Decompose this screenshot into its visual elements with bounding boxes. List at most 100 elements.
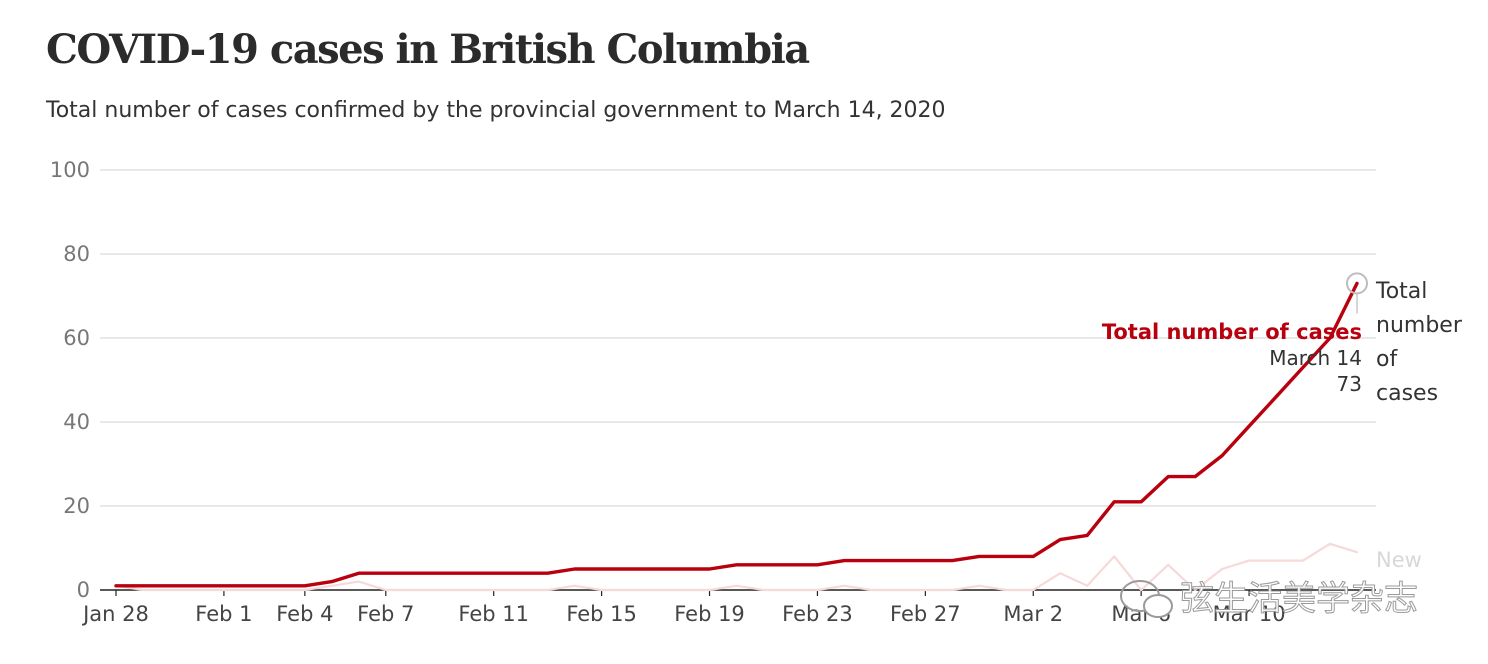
- new-cases-point: [788, 588, 792, 592]
- new-cases-point: [249, 588, 253, 592]
- total-cases-point: [654, 567, 658, 571]
- total-cases-point: [788, 563, 792, 567]
- new-cases-point: [842, 584, 846, 588]
- total-cases-point: [896, 559, 900, 563]
- chart-subtitle: Total number of cases confirmed by the p…: [46, 98, 946, 123]
- total-cases-point: [923, 559, 927, 563]
- legend-total-word-2: number: [1376, 313, 1463, 338]
- new-cases-point: [1139, 588, 1143, 592]
- last-point-marker: [1346, 272, 1368, 314]
- total-cases-point: [330, 580, 334, 584]
- total-cases-point: [1031, 554, 1035, 558]
- new-cases-point: [1301, 559, 1305, 563]
- total-cases-point: [708, 567, 712, 571]
- new-cases-point: [1031, 588, 1035, 592]
- new-cases-line: [114, 542, 1359, 592]
- total-cases-point: [950, 559, 954, 563]
- total-cases-point: [1355, 281, 1359, 285]
- x-tick-label: Feb 11: [458, 602, 529, 626]
- total-cases-line: [114, 281, 1359, 588]
- x-tick-label: Jan 28: [81, 602, 149, 626]
- new-cases-point: [1085, 584, 1089, 588]
- series-new-cases: [114, 542, 1359, 592]
- total-cases-point: [681, 567, 685, 571]
- new-cases-point: [573, 584, 577, 588]
- total-cases-point: [1004, 554, 1008, 558]
- new-cases-point: [1004, 588, 1008, 592]
- total-cases-point: [761, 563, 765, 567]
- new-cases-point: [654, 588, 658, 592]
- x-tick-label: Feb 23: [782, 602, 853, 626]
- annotation-value: 73: [1337, 372, 1362, 396]
- total-cases-point: [600, 567, 604, 571]
- new-cases-point: [600, 588, 604, 592]
- new-cases-point: [384, 588, 388, 592]
- new-cases-point: [492, 588, 496, 592]
- total-cases-point: [1166, 475, 1170, 479]
- new-cases-point: [735, 584, 739, 588]
- new-cases-point: [923, 588, 927, 592]
- total-cases-point: [384, 571, 388, 575]
- total-cases-point: [1220, 454, 1224, 458]
- new-cases-point: [708, 588, 712, 592]
- new-cases-point: [195, 588, 199, 592]
- new-cases-point: [1328, 542, 1332, 546]
- new-cases-point: [519, 588, 523, 592]
- total-cases-point: [168, 584, 172, 588]
- new-cases-point: [1166, 563, 1170, 567]
- x-tick-label: Feb 1: [195, 602, 252, 626]
- new-cases-point: [411, 588, 415, 592]
- new-cases-point: [627, 588, 631, 592]
- total-cases-point: [141, 584, 145, 588]
- x-tick-label: Feb 27: [890, 602, 961, 626]
- legend-total-word-3: of: [1376, 347, 1398, 372]
- new-cases-point: [546, 588, 550, 592]
- y-tick-label: 60: [63, 326, 90, 350]
- annotation-date: March 14: [1269, 346, 1362, 370]
- y-axis: 0 20 40 60 80 100: [50, 158, 90, 602]
- total-cases-point: [1139, 500, 1143, 504]
- new-cases-point: [761, 588, 765, 592]
- total-cases-point: [114, 584, 118, 588]
- new-cases-point: [465, 588, 469, 592]
- total-cases-point: [1274, 395, 1278, 399]
- total-cases-point: [276, 584, 280, 588]
- new-cases-point: [869, 588, 873, 592]
- new-cases-point: [977, 584, 981, 588]
- total-cases-point: [492, 571, 496, 575]
- gridlines: [100, 169, 1376, 507]
- new-cases-point: [1247, 559, 1251, 563]
- total-cases-point: [1058, 538, 1062, 542]
- new-cases-point: [222, 588, 226, 592]
- total-cases-point: [735, 563, 739, 567]
- new-cases-point: [1058, 571, 1062, 575]
- total-cases-annotation-label: Total number of cases: [1102, 320, 1362, 344]
- x-tick-label: Feb 19: [674, 602, 745, 626]
- new-cases-point: [1355, 550, 1359, 554]
- total-cases-point: [977, 554, 981, 558]
- y-tick-label: 0: [77, 578, 90, 602]
- total-cases-point: [357, 571, 361, 575]
- x-tick-label: Mar 2: [1003, 602, 1063, 626]
- new-cases-point: [303, 588, 307, 592]
- new-cases-point: [681, 588, 685, 592]
- y-tick-label: 40: [63, 410, 90, 434]
- new-cases-point: [896, 588, 900, 592]
- total-cases-point: [1112, 500, 1116, 504]
- new-cases-point: [950, 588, 954, 592]
- total-cases-point: [546, 571, 550, 575]
- total-cases-point: [1085, 533, 1089, 537]
- series-total-cases: [114, 281, 1359, 588]
- total-cases-point: [627, 567, 631, 571]
- chart-title: COVID-19 cases in British Columbia: [46, 26, 810, 73]
- new-cases-point: [141, 588, 145, 592]
- new-cases-point: [1220, 567, 1224, 571]
- new-cases-point: [1274, 559, 1278, 563]
- total-cases-point: [303, 584, 307, 588]
- x-tick-label: Feb 7: [357, 602, 414, 626]
- total-cases-point: [815, 563, 819, 567]
- new-cases-point: [438, 588, 442, 592]
- new-cases-point: [815, 588, 819, 592]
- watermark: 弦生活美学杂志: [1120, 579, 1419, 620]
